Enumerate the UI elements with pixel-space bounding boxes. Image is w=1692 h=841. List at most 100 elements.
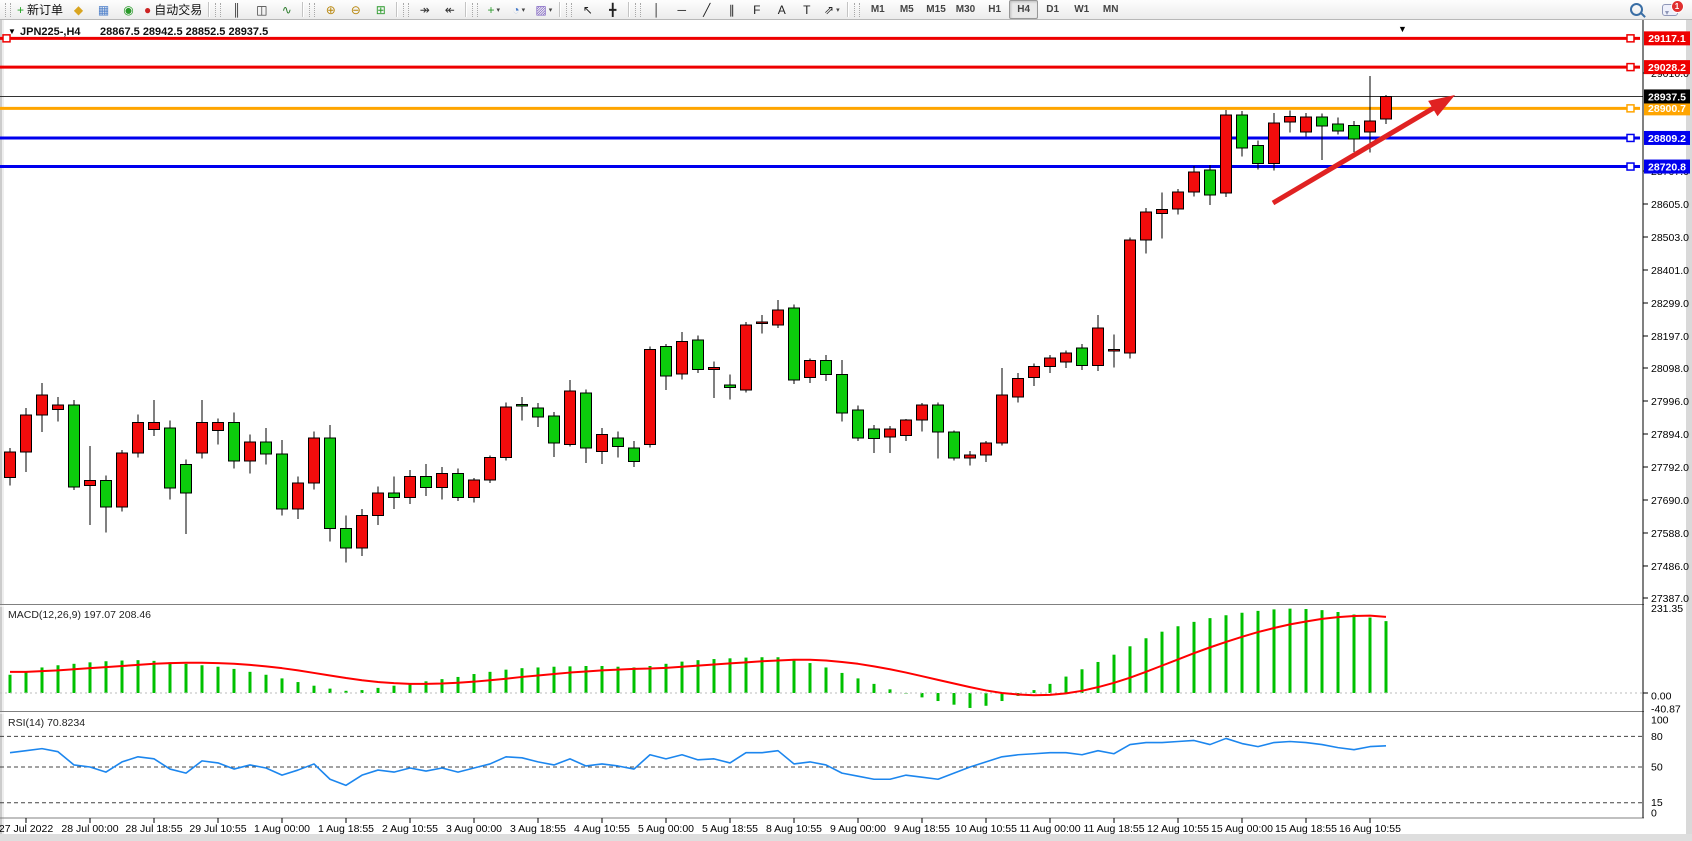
chart-quote-line: 28867.5 28942.5 28852.5 28937.5 bbox=[100, 26, 268, 38]
chart-shift-icon: ↞ bbox=[444, 2, 455, 17]
hline-handle[interactable] bbox=[1626, 62, 1635, 72]
chart-canvas[interactable]: 29010.028707.028605.028503.028401.028299… bbox=[0, 20, 1692, 841]
cursor-button[interactable]: ↖ bbox=[575, 0, 600, 19]
chart-shift-button[interactable]: ↞ bbox=[437, 0, 462, 19]
candle-body-up bbox=[900, 419, 912, 436]
candle-body-up bbox=[468, 479, 480, 498]
trendline-button[interactable]: ╱ bbox=[694, 0, 719, 19]
candle-body-up bbox=[1140, 211, 1152, 241]
rsi-pane-label: RSI(14) 70.8234 bbox=[8, 717, 85, 729]
candle-body-down bbox=[340, 527, 352, 549]
toolbar-separator bbox=[396, 2, 398, 17]
rsi-scale-label: 100 bbox=[1651, 715, 1669, 727]
toolbar-separator bbox=[628, 2, 630, 17]
hline-handle[interactable] bbox=[1626, 104, 1635, 113]
templates-button[interactable]: ▨ ▾ bbox=[531, 0, 556, 19]
profile-button[interactable]: ◆ bbox=[66, 0, 91, 19]
zoom-out-icon: ⊖ bbox=[350, 2, 361, 17]
chart-corner-collapse-icon[interactable]: ▼ bbox=[1398, 24, 1407, 34]
line-chart-button[interactable]: ∿ bbox=[274, 0, 299, 19]
chevron-down-icon: ▾ bbox=[521, 6, 526, 14]
new-order-button[interactable]: + 新订单 bbox=[14, 0, 66, 19]
vertical-line-icon: │ bbox=[653, 2, 661, 17]
zoom-in-button[interactable]: ⊕ bbox=[318, 0, 343, 19]
time-axis-label: 15 Aug 18:55 bbox=[1275, 823, 1337, 835]
candle-body-down bbox=[532, 407, 544, 418]
candle-body-up bbox=[484, 456, 496, 481]
timeframe-mn[interactable]: MN bbox=[1096, 0, 1125, 19]
trend-arrow-line[interactable] bbox=[1271, 103, 1439, 206]
text-icon: A bbox=[777, 2, 786, 17]
templates-icon: ▨ bbox=[535, 2, 547, 17]
candle-body-down bbox=[420, 476, 432, 489]
text-button[interactable]: A bbox=[769, 0, 794, 19]
candle-body-up bbox=[1156, 209, 1168, 215]
rsi-scale-label: 80 bbox=[1651, 731, 1663, 743]
autotrading-button[interactable]: ● 自动交易 bbox=[141, 0, 205, 19]
timeframe-m15[interactable]: M15 bbox=[921, 0, 950, 19]
price-tick-label: 27588.0 bbox=[1651, 528, 1689, 540]
hline-handle[interactable] bbox=[1626, 34, 1635, 43]
toolbar-separator bbox=[302, 2, 304, 17]
candle-body-up bbox=[772, 309, 784, 326]
hline-handle[interactable] bbox=[2, 34, 11, 43]
timeframe-h4[interactable]: H4 bbox=[1009, 0, 1039, 19]
search-button[interactable] bbox=[1624, 0, 1649, 19]
autotrading-button-label: 自动交易 bbox=[154, 3, 203, 17]
timeframe-m30[interactable]: M30 bbox=[951, 0, 980, 19]
time-axis-label: 3 Aug 00:00 bbox=[446, 823, 502, 835]
time-axis-label: 9 Aug 00:00 bbox=[830, 823, 886, 835]
hline-handle[interactable] bbox=[1626, 133, 1635, 143]
horizontal-line-button[interactable]: ─ bbox=[669, 0, 694, 19]
timeframe-d1[interactable]: D1 bbox=[1038, 0, 1067, 19]
price-tick-label: 27486.0 bbox=[1651, 561, 1689, 573]
candle-body-down bbox=[580, 392, 592, 449]
vertical-line-button[interactable]: │ bbox=[644, 0, 669, 19]
text-label-button[interactable]: T bbox=[794, 0, 819, 19]
chat-bubble-icon: 1 bbox=[1661, 0, 1684, 16]
rsi-scale-label: 50 bbox=[1651, 762, 1663, 774]
fibonacci-button[interactable]: F bbox=[744, 0, 769, 19]
candle-body-up bbox=[1300, 116, 1312, 133]
hline-price-label-box bbox=[1644, 31, 1690, 46]
bar-chart-button[interactable]: ║ bbox=[224, 0, 249, 19]
timeframe-w1[interactable]: W1 bbox=[1067, 0, 1096, 19]
candle-body-down bbox=[100, 479, 112, 508]
notifications-button[interactable]: 1 bbox=[1657, 0, 1684, 19]
market-watch-button[interactable]: ▦ bbox=[91, 0, 116, 19]
time-axis-label: 15 Aug 00:00 bbox=[1211, 823, 1273, 835]
hline-handle[interactable] bbox=[1626, 162, 1635, 171]
timeframe-h4-label: H4 bbox=[1017, 4, 1031, 15]
auto-scroll-button[interactable]: ↠ bbox=[412, 0, 437, 19]
chart-dropdown-icon[interactable]: ▼ bbox=[8, 27, 16, 36]
periods-button[interactable]: ◔ ▾ bbox=[506, 0, 531, 19]
candlestick-chart-button[interactable]: ◫ bbox=[249, 0, 274, 19]
price-axis-background[interactable] bbox=[1644, 20, 1686, 834]
timeframe-h1[interactable]: H1 bbox=[980, 0, 1009, 19]
refresh-button[interactable]: ◉ bbox=[116, 0, 141, 19]
candle-body-down bbox=[820, 360, 832, 375]
bar-chart-icon: ║ bbox=[232, 2, 242, 17]
indicators-button[interactable]: + ▾ bbox=[481, 0, 506, 19]
rsi-line bbox=[9, 737, 1387, 787]
crosshair-button[interactable]: ╋ bbox=[600, 0, 625, 19]
candle-body-up bbox=[740, 324, 752, 391]
candle-body-up bbox=[676, 340, 688, 375]
trend-arrow-head[interactable] bbox=[1428, 95, 1455, 117]
channel-button[interactable]: ∥ bbox=[719, 0, 744, 19]
candle-body-down bbox=[868, 428, 880, 440]
new-order-button-label: 新订单 bbox=[27, 3, 64, 17]
toolbar-right-group: 1 bbox=[1624, 0, 1684, 19]
zoom-out-button[interactable]: ⊖ bbox=[343, 0, 368, 19]
tile-windows-button[interactable]: ⊞ bbox=[368, 0, 393, 19]
candles-group bbox=[4, 75, 1392, 563]
timeframe-m1[interactable]: M1 bbox=[863, 0, 892, 19]
timeframe-m5[interactable]: M5 bbox=[892, 0, 921, 19]
candle-body-up bbox=[500, 406, 512, 458]
price-tick-label: 28197.0 bbox=[1651, 331, 1689, 343]
arrows-button[interactable]: ⇗ ▾ bbox=[819, 0, 844, 19]
horizontal-lines-group bbox=[0, 34, 1640, 171]
toolbar-grip bbox=[472, 2, 479, 17]
candle-body-up bbox=[52, 404, 64, 410]
macd-pane bbox=[8, 608, 1388, 708]
